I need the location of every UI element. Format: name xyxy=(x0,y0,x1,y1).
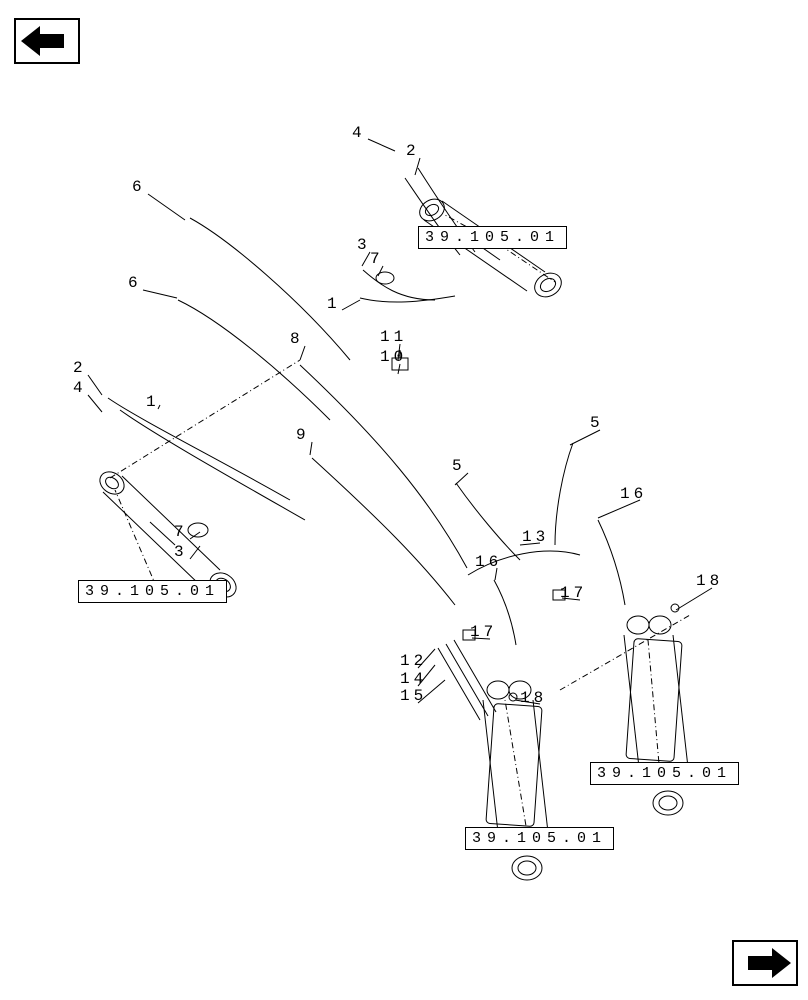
callout-18b: 18 xyxy=(520,689,547,707)
callout-18a: 18 xyxy=(696,572,723,590)
callout-3b: 3 xyxy=(174,543,188,561)
ref-box-br[interactable]: 39.105.01 xyxy=(590,762,739,785)
callout-6a: 6 xyxy=(132,178,146,196)
hose-6b xyxy=(178,300,330,420)
callout-2a: 2 xyxy=(406,142,420,160)
hose-3-7-top xyxy=(363,270,435,300)
callout-17a: 17 xyxy=(560,584,587,602)
callout-12: 12 xyxy=(400,652,427,670)
rod-12 xyxy=(438,648,480,720)
ref-box-bm[interactable]: 39.105.01 xyxy=(465,827,614,850)
line-drawing xyxy=(0,0,808,1000)
bolt-18-right xyxy=(671,604,679,612)
hose-2-left xyxy=(120,410,305,520)
callout-16b: 16 xyxy=(475,553,502,571)
callout-4b: 4 xyxy=(73,379,87,397)
callout-8: 8 xyxy=(290,330,304,348)
callout-7b: 7 xyxy=(174,523,188,541)
callout-4a: 4 xyxy=(352,124,366,142)
callout-1b: 1 xyxy=(146,393,160,411)
rod-14 xyxy=(446,644,488,716)
tube-9 xyxy=(312,458,455,605)
callout-13: 13 xyxy=(522,528,549,546)
callout-10: 10 xyxy=(380,348,407,366)
hose-16-mid xyxy=(494,580,516,645)
callout-11: 11 xyxy=(380,328,407,346)
leader-lines xyxy=(88,139,712,704)
ring-7-left xyxy=(188,523,208,537)
callout-14: 14 xyxy=(400,670,427,688)
hose-5-right xyxy=(555,443,573,545)
callout-16a: 16 xyxy=(620,485,647,503)
callout-5a: 5 xyxy=(590,414,604,432)
hose-1-left xyxy=(108,398,290,500)
callout-9: 9 xyxy=(296,426,310,444)
hose-5-mid xyxy=(456,483,520,560)
callout-17b: 17 xyxy=(470,623,497,641)
callout-6b: 6 xyxy=(128,274,142,292)
ref-box-bl[interactable]: 39.105.01 xyxy=(78,580,227,603)
diagram-canvas: 4 2 6 3 7 1 6 8 11 10 2 4 1 9 5 5 7 3 16… xyxy=(0,0,808,1000)
hose-6a xyxy=(190,218,350,360)
callout-3a: 3 xyxy=(357,236,371,254)
cylinder-bottom-mid xyxy=(483,681,550,880)
hose-16-right xyxy=(598,520,625,605)
callout-2b: 2 xyxy=(73,359,87,377)
callout-7a: 7 xyxy=(370,250,384,268)
cylinder-bottom-right xyxy=(624,616,690,815)
tube-8 xyxy=(300,365,467,568)
ref-box-tl[interactable]: 39.105.01 xyxy=(418,226,567,249)
callout-1a: 1 xyxy=(327,295,341,313)
callout-15: 15 xyxy=(400,687,427,705)
callout-5b: 5 xyxy=(452,457,466,475)
rod-15 xyxy=(454,640,496,712)
